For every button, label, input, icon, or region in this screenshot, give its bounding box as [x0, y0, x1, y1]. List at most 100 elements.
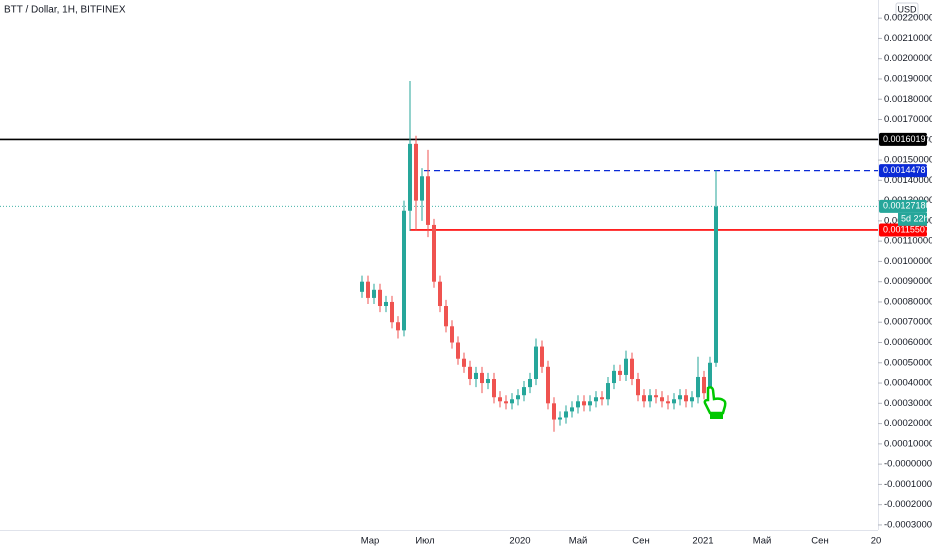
- candle-body: [618, 370, 622, 375]
- candle-body: [690, 397, 694, 402]
- candle-body: [498, 397, 502, 402]
- candle-body: [438, 281, 442, 307]
- candle-body: [474, 372, 478, 379]
- candle-body: [450, 326, 454, 343]
- candle-body: [672, 399, 676, 404]
- y-tick-label: 0.00100000: [884, 256, 932, 267]
- candle-body: [504, 401, 508, 404]
- candle-body: [522, 387, 526, 396]
- price-label-box: [879, 132, 927, 146]
- y-tick-label: 0.00140000: [884, 175, 932, 186]
- candle-body: [588, 401, 592, 406]
- candle-body: [534, 346, 538, 379]
- y-tick-label: 0.00070000: [884, 317, 932, 328]
- y-tick-label: 0.00180000: [884, 94, 932, 105]
- candle-body: [606, 383, 610, 400]
- x-tick-label: Сен: [632, 536, 649, 547]
- y-tick-label: 0.00090000: [884, 276, 932, 287]
- candle-body: [492, 378, 496, 398]
- y-tick-label: -0.00000000: [884, 459, 932, 470]
- y-tick-label: 0.00110000: [884, 236, 932, 247]
- candle-body: [642, 395, 646, 402]
- candle-body: [636, 378, 640, 396]
- candle-body: [684, 395, 688, 402]
- x-tick-label: 20: [871, 536, 882, 547]
- y-tick-label: 0.00010000: [884, 438, 932, 449]
- x-tick-label: Май: [569, 536, 588, 547]
- candle-body: [612, 370, 616, 384]
- x-tick-label: Июл: [415, 536, 434, 547]
- y-tick-label: 0.00210000: [884, 33, 932, 44]
- candle-body: [366, 281, 370, 298]
- candle-body: [630, 358, 634, 379]
- x-tick-label: 2021: [692, 536, 713, 547]
- candle-body: [660, 397, 664, 402]
- candle-body: [654, 395, 658, 398]
- y-tick-label: 0.00050000: [884, 357, 932, 368]
- candle-body: [708, 362, 712, 394]
- candle-body: [702, 376, 706, 394]
- price-label: 0.00160197: [883, 134, 931, 144]
- candle-body: [516, 395, 520, 400]
- candle-body: [666, 401, 670, 404]
- candle-body: [420, 176, 424, 201]
- price-label: 0.00115507: [883, 224, 930, 234]
- y-tick-label: -0.00010000: [884, 479, 932, 490]
- y-tick-label: 0.00040000: [884, 378, 932, 389]
- candle-body: [432, 224, 436, 282]
- candle-body: [696, 376, 700, 398]
- candle-body: [678, 395, 682, 400]
- cursor-icon: [703, 386, 727, 419]
- candle-body: [540, 346, 544, 367]
- candle-body: [390, 301, 394, 323]
- y-tick-label: 0.00060000: [884, 337, 932, 348]
- y-tick-label: -0.00020000: [884, 499, 932, 510]
- candle-body: [624, 358, 628, 375]
- x-tick-label: Мар: [361, 536, 380, 547]
- x-tick-label: 2020: [509, 536, 530, 547]
- price-label-box: [879, 223, 927, 237]
- candle-body: [480, 372, 484, 384]
- candle-body: [402, 210, 406, 331]
- hand-cuff: [710, 413, 723, 419]
- currency-button[interactable]: [895, 2, 919, 17]
- candle-body: [582, 401, 586, 406]
- candle-body: [648, 395, 652, 402]
- y-tick-label: 0.00150000: [884, 155, 932, 166]
- hand-icon: [703, 386, 727, 415]
- candle-body: [552, 403, 556, 420]
- y-tick-label: 0.00200000: [884, 53, 932, 64]
- y-tick-label: -0.00030000: [884, 519, 932, 530]
- candle-body: [468, 366, 472, 379]
- candle-body: [546, 366, 550, 404]
- price-label: 0.00144787: [883, 165, 931, 175]
- candle-body: [564, 411, 568, 418]
- y-tick-label: 0.00030000: [884, 398, 932, 409]
- candle-body: [576, 401, 580, 408]
- countdown-box: [898, 212, 927, 226]
- candle-body: [456, 342, 460, 359]
- y-tick-label: 0.00170000: [884, 114, 932, 125]
- y-tick-label: 0.00020000: [884, 418, 932, 429]
- candle-body: [462, 358, 466, 367]
- candle-body: [594, 397, 598, 402]
- candle-body: [408, 143, 412, 211]
- x-tick-label: Сен: [811, 536, 828, 547]
- candle-body: [510, 399, 514, 404]
- y-tick-label: 0.00190000: [884, 73, 932, 84]
- candle-body: [444, 306, 448, 327]
- candle-body: [528, 378, 532, 388]
- candle-body: [570, 407, 574, 412]
- candle-body: [378, 289, 382, 307]
- candle-body: [558, 417, 562, 420]
- candle-body: [396, 322, 400, 331]
- candle-body: [426, 176, 430, 225]
- candle-body: [414, 143, 418, 201]
- candle-body: [714, 206, 718, 363]
- candle-body: [372, 289, 376, 298]
- price-label-box: [879, 164, 927, 178]
- price-label: 0.00127180: [883, 201, 931, 211]
- currency-label[interactable]: USD: [897, 4, 917, 14]
